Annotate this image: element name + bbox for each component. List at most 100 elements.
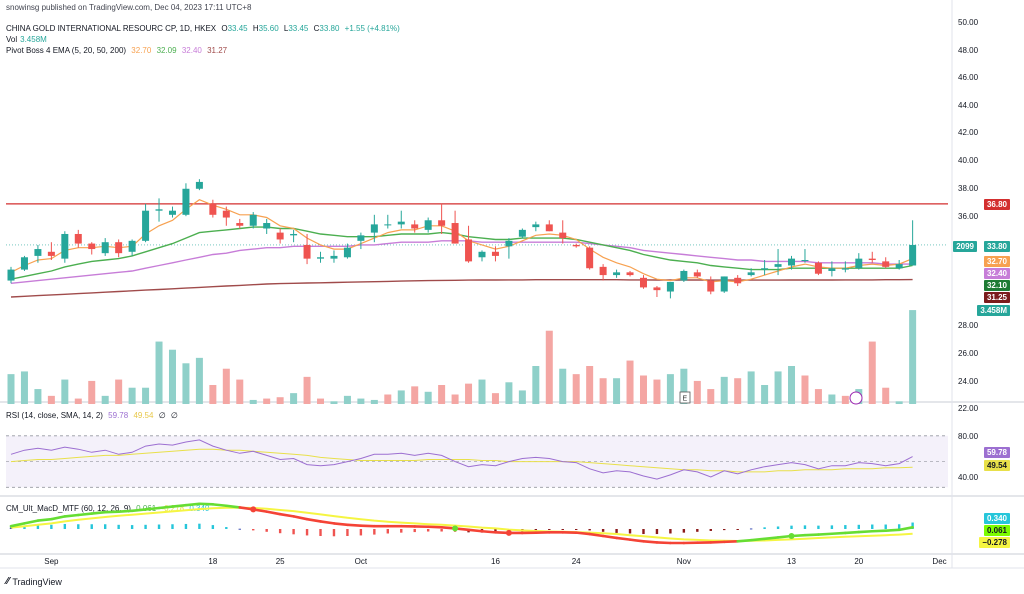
- candle-body: [707, 280, 715, 292]
- rsi-extra-2: ∅: [170, 411, 178, 420]
- volume-bar: [734, 378, 742, 404]
- time-axis-tick: Oct: [355, 557, 368, 566]
- rsi-value: 59.78: [108, 411, 129, 420]
- macd-histogram-bar: [601, 529, 605, 532]
- time-axis-tick: Sep: [44, 557, 59, 566]
- candle-body: [518, 229, 526, 237]
- macd-histogram-bar: [346, 529, 349, 536]
- brand-name: TradingView: [12, 576, 62, 587]
- countdown-tag: 2099: [953, 241, 977, 252]
- macd-histogram-bar: [265, 529, 268, 532]
- candle-body: [451, 223, 459, 244]
- candle-body: [142, 210, 150, 241]
- candle-body: [882, 261, 890, 267]
- rsi-ma-line: [10, 448, 913, 473]
- volume-bar: [478, 379, 486, 404]
- candle-body: [895, 264, 903, 269]
- candle-body: [801, 260, 809, 262]
- pivot-ema20: 32.09: [156, 46, 177, 55]
- macd-line-segment: [265, 510, 282, 516]
- candle-body: [532, 224, 540, 228]
- rsi-legend[interactable]: RSI (14, close, SMA, 14, 2) 59.78 49.54 …: [6, 411, 181, 420]
- volume-bar: [882, 387, 890, 404]
- macd-line-segment: [171, 503, 188, 508]
- volume-bar: [465, 383, 473, 404]
- price-axis-tick: 36.00: [958, 212, 979, 221]
- macd-cross-dot: [788, 533, 795, 539]
- macd-line-segment: [628, 538, 645, 543]
- time-axis-tick: 18: [208, 557, 217, 566]
- volume-bar: [115, 379, 123, 404]
- tradingview-logo[interactable]: ⁄⁄ TradingView: [6, 576, 62, 587]
- volume-bar: [613, 378, 621, 404]
- macd-histogram-bar: [615, 529, 618, 533]
- volume-bar: [707, 389, 715, 404]
- macd-histogram-bar: [332, 529, 336, 537]
- macd-value-2: -0.278: [161, 504, 185, 513]
- candle-body: [734, 277, 742, 284]
- macd-label: CM_Ult_MacD_MTF (60, 12, 26, 9): [6, 504, 131, 513]
- volume-bar: [559, 368, 567, 404]
- volume-bar: [290, 393, 298, 404]
- candle-body: [666, 281, 674, 292]
- candle-body: [168, 210, 176, 215]
- symbol-title[interactable]: CHINA GOLD INTERNATIONAL RESOURC CP, 1D,…: [6, 24, 217, 33]
- split-event-icon: [849, 391, 863, 405]
- ohlc-high: H35.60: [253, 24, 279, 33]
- macd-histogram-bar: [884, 524, 887, 529]
- macd-line-segment: [211, 503, 228, 508]
- volume-bar: [774, 371, 782, 404]
- candle-body: [639, 277, 647, 288]
- macd-line-segment: [615, 536, 632, 541]
- pivot-ema50: 32.40: [181, 46, 202, 55]
- pivot-legend[interactable]: Pivot Boss 4 EMA (5, 20, 50, 200) 32.70 …: [6, 46, 230, 55]
- volume-bar: [263, 398, 271, 404]
- candle-body: [868, 258, 876, 261]
- pivot-ema200: 31.27: [207, 46, 228, 55]
- candle-body: [330, 255, 338, 259]
- volume-bar: [397, 390, 405, 404]
- ohlc-close: C33.80: [314, 24, 340, 33]
- rsi-extra-1: ∅: [158, 411, 166, 420]
- volume-bar: [303, 376, 311, 404]
- candle-body: [814, 262, 822, 274]
- macd-line-segment: [574, 531, 591, 536]
- candle-body: [47, 251, 55, 256]
- volume-bar: [451, 394, 459, 404]
- volume-legend[interactable]: Vol 3.458M: [6, 35, 50, 44]
- candle-body: [155, 209, 163, 211]
- macd-histogram-bar: [911, 522, 914, 529]
- macd-line-segment: [292, 515, 309, 521]
- macd-line-segment: [332, 522, 349, 527]
- macd-line-segment: [426, 525, 443, 529]
- macd-line-segment: [763, 536, 780, 541]
- macd-line-segment: [50, 515, 67, 521]
- macd-line-segment: [184, 502, 201, 507]
- volume-bar: [74, 398, 82, 404]
- candle-body: [115, 242, 123, 254]
- volume-bar: [693, 380, 701, 404]
- macd-cross-dot: [452, 525, 459, 532]
- macd-line-segment: [897, 525, 914, 532]
- candle-body: [61, 233, 69, 259]
- macd-line-segment: [884, 528, 901, 532]
- time-axis-tick: 16: [491, 557, 500, 566]
- macd-histogram-bar: [130, 525, 134, 529]
- volume-bar: [828, 394, 836, 404]
- macd-histogram-bar: [36, 524, 40, 529]
- volume-bar: [317, 398, 325, 404]
- candle-body: [747, 272, 755, 276]
- volume-bar: [357, 398, 365, 404]
- candle-body: [74, 233, 82, 244]
- pivot-label: Pivot Boss 4 EMA (5, 20, 50, 200): [6, 46, 127, 55]
- candle-body: [572, 244, 580, 247]
- macd-histogram-bar: [225, 527, 228, 529]
- macd-line-segment: [817, 532, 834, 536]
- rsi-line: [10, 439, 913, 480]
- macd-line-segment: [601, 534, 618, 540]
- h-label: H: [252, 24, 259, 33]
- macd-line-segment: [90, 510, 107, 515]
- macd-histogram-bar: [561, 529, 564, 530]
- volume-bar: [599, 378, 607, 404]
